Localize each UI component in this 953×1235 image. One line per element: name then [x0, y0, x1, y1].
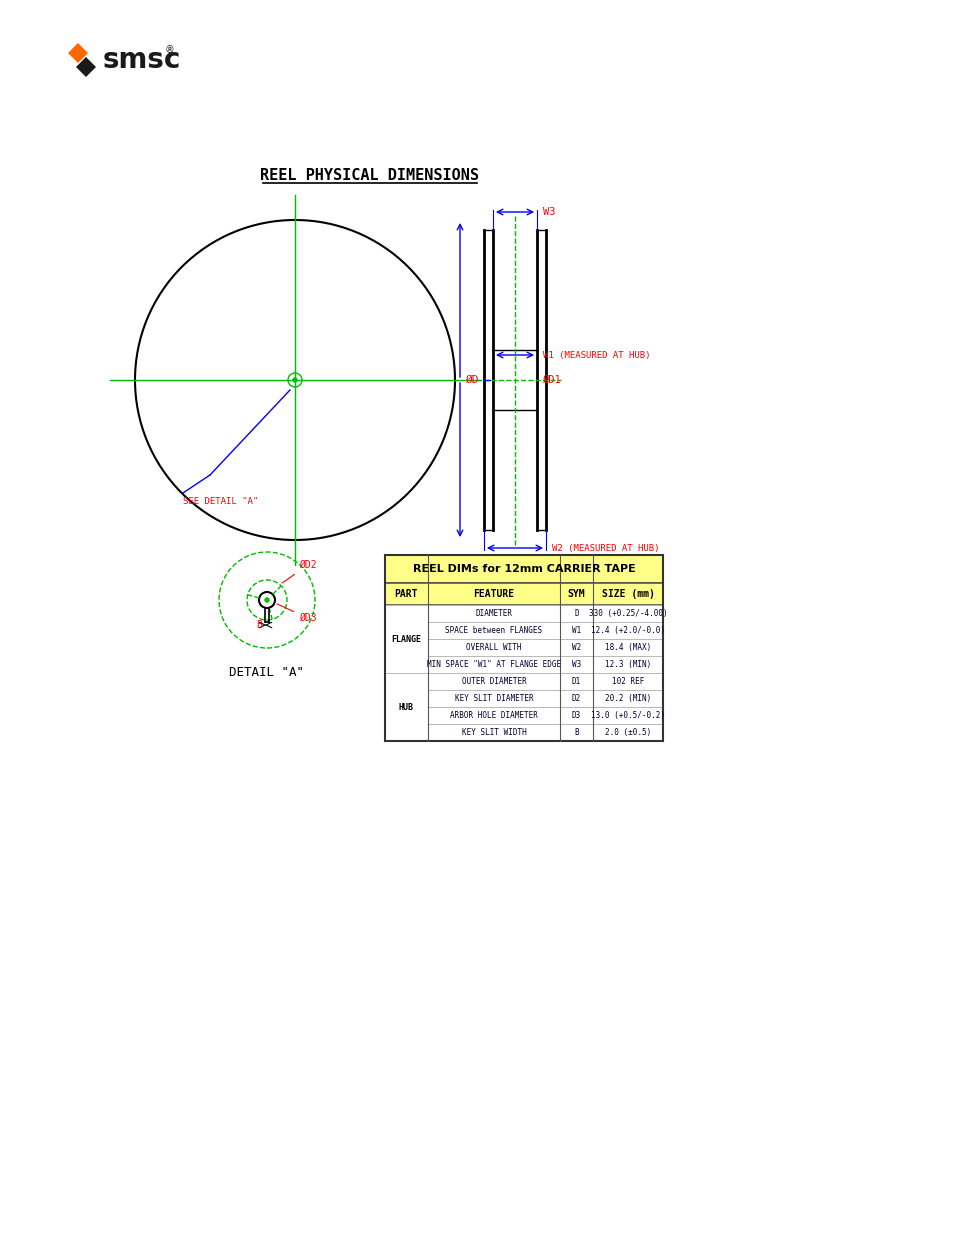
Text: W1: W1	[571, 626, 580, 635]
Polygon shape	[76, 57, 96, 77]
Bar	[385, 706, 662, 724]
Text: ®: ®	[165, 44, 174, 56]
Text: MIN SPACE "W1" AT FLANGE EDGE: MIN SPACE "W1" AT FLANGE EDGE	[427, 659, 560, 669]
Text: 2.0 (±0.5): 2.0 (±0.5)	[604, 727, 651, 737]
Circle shape	[293, 378, 296, 382]
Text: DIAMETER: DIAMETER	[475, 609, 512, 618]
Text: 330 (+0.25/-4.00): 330 (+0.25/-4.00)	[588, 609, 666, 618]
Text: W2 (MEASURED AT HUB): W2 (MEASURED AT HUB)	[552, 543, 659, 552]
Text: FLANGE: FLANGE	[391, 635, 421, 643]
Text: 18.4 (MAX): 18.4 (MAX)	[604, 643, 651, 652]
Bar	[385, 583, 662, 605]
Text: ØD2: ØD2	[282, 559, 316, 583]
Bar	[385, 605, 428, 673]
Polygon shape	[68, 43, 88, 63]
Text: D: D	[574, 609, 578, 618]
Text: W2: W2	[571, 643, 580, 652]
Text: KEY SLIT DIAMETER: KEY SLIT DIAMETER	[455, 694, 533, 703]
Text: ØD3: ØD3	[276, 604, 316, 622]
Text: PART: PART	[395, 589, 417, 599]
Text: SIZE (mm): SIZE (mm)	[601, 589, 654, 599]
Bar	[385, 724, 662, 741]
Text: smsc: smsc	[103, 46, 181, 74]
Bar	[385, 673, 662, 690]
Text: SPACE between FLANGES: SPACE between FLANGES	[445, 626, 542, 635]
Text: B: B	[574, 727, 578, 737]
Text: D1: D1	[571, 677, 580, 685]
Text: SEE DETAIL "A": SEE DETAIL "A"	[183, 496, 258, 506]
Text: 12.4 (+2.0/-0.0): 12.4 (+2.0/-0.0)	[590, 626, 664, 635]
Text: ØD: ØD	[465, 375, 479, 385]
Text: DETAIL "A": DETAIL "A"	[230, 666, 304, 679]
Bar	[385, 555, 662, 583]
Text: 12.3 (MIN): 12.3 (MIN)	[604, 659, 651, 669]
Text: FEATURE: FEATURE	[473, 589, 514, 599]
Text: 102 REF: 102 REF	[611, 677, 643, 685]
Bar	[385, 638, 662, 656]
Bar	[385, 656, 662, 673]
Bar	[385, 605, 662, 622]
Text: KEY SLIT WIDTH: KEY SLIT WIDTH	[461, 727, 526, 737]
Bar	[385, 673, 428, 741]
Text: HUB: HUB	[398, 703, 414, 711]
Text: REEL DIMs for 12mm CARRIER TAPE: REEL DIMs for 12mm CARRIER TAPE	[413, 564, 635, 574]
Bar	[385, 555, 662, 741]
Bar	[385, 622, 662, 638]
Text: REEL PHYSICAL DIMENSIONS: REEL PHYSICAL DIMENSIONS	[260, 168, 479, 183]
Text: ARBOR HOLE DIAMETER: ARBOR HOLE DIAMETER	[450, 711, 537, 720]
Text: W3: W3	[542, 207, 555, 217]
Circle shape	[265, 598, 269, 601]
Text: B: B	[255, 620, 262, 630]
Text: D3: D3	[571, 711, 580, 720]
Bar	[385, 690, 662, 706]
Text: 13.0 (+0.5/-0.2): 13.0 (+0.5/-0.2)	[590, 711, 664, 720]
Text: OUTER DIAMETER: OUTER DIAMETER	[461, 677, 526, 685]
Text: ØD1: ØD1	[542, 375, 561, 385]
Text: W1 (MEASURED AT HUB): W1 (MEASURED AT HUB)	[542, 351, 650, 359]
Text: OVERALL WITH: OVERALL WITH	[466, 643, 521, 652]
Text: SYM: SYM	[567, 589, 585, 599]
Text: 20.2 (MIN): 20.2 (MIN)	[604, 694, 651, 703]
Text: D2: D2	[571, 694, 580, 703]
Text: W3: W3	[571, 659, 580, 669]
